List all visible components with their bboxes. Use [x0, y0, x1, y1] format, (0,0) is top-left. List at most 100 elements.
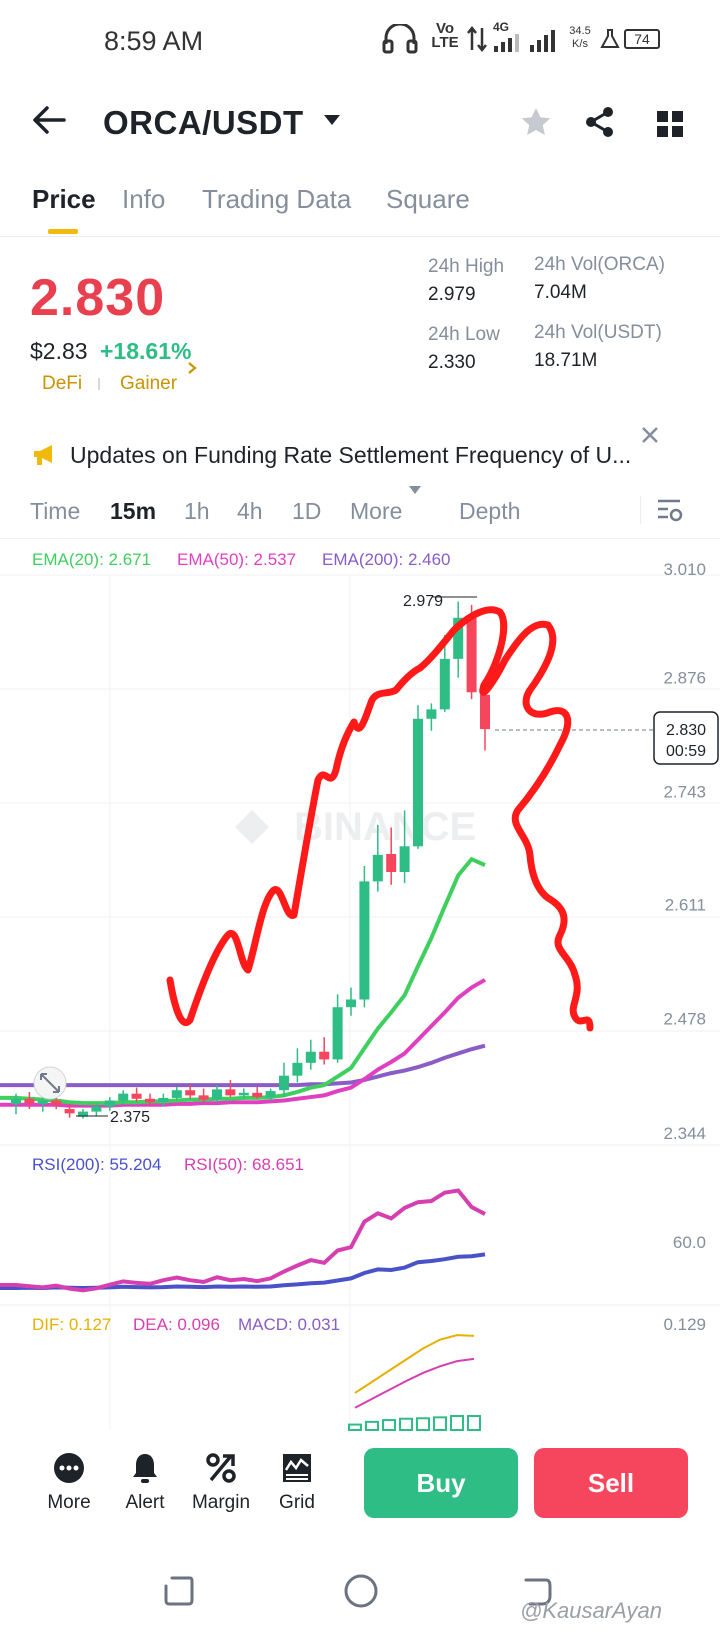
candle-down [24, 1098, 35, 1104]
candle-up [171, 1090, 182, 1098]
dif-line [354, 1334, 475, 1394]
y-axis-ticks: 3.010 2.876 2.743 2.611 2.478 2.344 [663, 560, 706, 1143]
sell-button[interactable]: Sell [534, 1448, 688, 1518]
macd-tick: 0.129 [663, 1315, 706, 1334]
candle-up [426, 709, 437, 719]
headphones-icon [382, 24, 418, 54]
interval-4h[interactable]: 4h [237, 498, 263, 524]
tag-gainer[interactable]: Gainer [120, 373, 178, 394]
interval-1h[interactable]: 1h [184, 498, 210, 524]
close-icon[interactable] [640, 425, 660, 445]
tab-trading-data[interactable]: Trading Data [202, 184, 352, 214]
signal-1-icon [494, 34, 519, 52]
high-24h-value: 2.979 [428, 284, 476, 305]
ema50-legend: EMA(50): 2.537 [177, 550, 296, 569]
caret-down-icon[interactable] [322, 113, 342, 127]
more-tool[interactable]: More [34, 1452, 104, 1514]
macd-histogram [348, 1415, 481, 1432]
chart-settings-icon[interactable] [656, 496, 684, 524]
y-tick-label: 2.344 [663, 1124, 706, 1143]
tab-info[interactable]: Info [122, 184, 166, 214]
alert-tool[interactable]: Alert [110, 1452, 180, 1514]
share-icon[interactable] [584, 106, 616, 138]
net-speed-unit: K/s [572, 38, 588, 50]
active-tab-indicator [48, 229, 78, 234]
interval-more[interactable]: More [350, 498, 403, 524]
candle-up [91, 1106, 102, 1112]
tag-separator [98, 378, 100, 390]
candle-up [118, 1093, 129, 1101]
grid-bot-icon [283, 1454, 311, 1482]
current-price-tag[interactable]: 2.830 00:59 [653, 711, 719, 765]
candle-down [198, 1095, 209, 1100]
candle-up [238, 1092, 249, 1096]
max-marker: 2.979 [403, 593, 477, 610]
candle-up [11, 1098, 21, 1104]
tag-defi[interactable]: DeFi [42, 373, 83, 394]
y-tick-label: 2.876 [663, 669, 706, 688]
tab-price[interactable]: Price [32, 184, 96, 214]
price-chart[interactable]: BINANCE EMA(20): 2.671 EMA(50): 2.537 EM… [0, 540, 720, 1440]
current-price-value: 2.830 [666, 722, 706, 739]
chart-expand-icon[interactable] [33, 1066, 67, 1100]
layout-grid-icon[interactable] [656, 110, 684, 138]
tab-square[interactable]: Square [386, 184, 470, 214]
dea-legend: DEA: 0.096 [133, 1315, 220, 1334]
ema200-legend: EMA(200): 2.460 [322, 550, 451, 569]
candle-up [305, 1051, 316, 1063]
candle-down [386, 854, 397, 872]
recent-apps-icon[interactable] [162, 1574, 196, 1608]
low-24h-value: 2.330 [428, 352, 476, 373]
y-tick-label: 2.478 [663, 1009, 706, 1028]
candle-up [212, 1089, 222, 1100]
data-arrows-icon [467, 26, 487, 52]
vol-base-value: 7.04M [534, 282, 587, 303]
interval-divider [640, 496, 641, 524]
favorite-star-icon[interactable] [520, 106, 552, 138]
bell-icon [133, 1454, 157, 1483]
candle-up [453, 617, 464, 659]
candle-up [292, 1062, 303, 1076]
interval-1d[interactable]: 1D [292, 498, 322, 524]
last-price: 2.830 [30, 269, 166, 327]
candle-down [252, 1092, 263, 1098]
margin-tool[interactable]: Margin [186, 1452, 256, 1514]
macd-bar [348, 1423, 362, 1432]
grid-tool[interactable]: Grid [262, 1452, 332, 1514]
more-caret-icon[interactable] [408, 485, 422, 495]
macd-bar [433, 1416, 447, 1432]
battery-icon: 74 [624, 29, 660, 49]
buy-button[interactable]: Buy [364, 1448, 518, 1518]
candles [11, 601, 490, 1119]
dif-legend: DIF: 0.127 [32, 1315, 111, 1334]
home-icon[interactable] [342, 1572, 380, 1610]
announcement-text[interactable]: Updates on Funding Rate Settlement Frequ… [70, 442, 632, 468]
depth-tab[interactable]: Depth [459, 498, 521, 524]
candle-down [131, 1093, 142, 1099]
candle-up [37, 1100, 48, 1104]
candle-up [346, 999, 356, 1008]
rsi-tick: 60.0 [673, 1233, 706, 1252]
macd-bar [365, 1420, 379, 1432]
chevron-right-icon[interactable] [186, 360, 198, 376]
ema50-line [0, 978, 486, 1108]
vol-base-label: 24h Vol(ORCA) [534, 254, 665, 275]
candle-up [279, 1075, 289, 1091]
volte-indicator: Vo LTE [431, 20, 459, 51]
interval-time[interactable]: Time [30, 498, 81, 524]
pair-title[interactable]: ORCA/USDT [103, 104, 304, 141]
candle-up [332, 1007, 343, 1060]
interval-15m[interactable]: 15m [110, 498, 157, 524]
y-tick-label: 2.611 [665, 895, 706, 914]
candle-down [145, 1098, 155, 1103]
flask-icon [600, 29, 620, 48]
ema20-legend: EMA(20): 2.671 [32, 550, 151, 569]
megaphone-icon [34, 445, 52, 465]
y-tick-label: 2.743 [663, 783, 706, 802]
nav-back-icon[interactable] [520, 1574, 554, 1608]
chart-grid [0, 574, 720, 1430]
more-label: More [47, 1492, 91, 1513]
net-speed: 34.5 [569, 25, 591, 37]
back-arrow-icon[interactable] [30, 100, 70, 140]
candle-down [51, 1100, 62, 1105]
